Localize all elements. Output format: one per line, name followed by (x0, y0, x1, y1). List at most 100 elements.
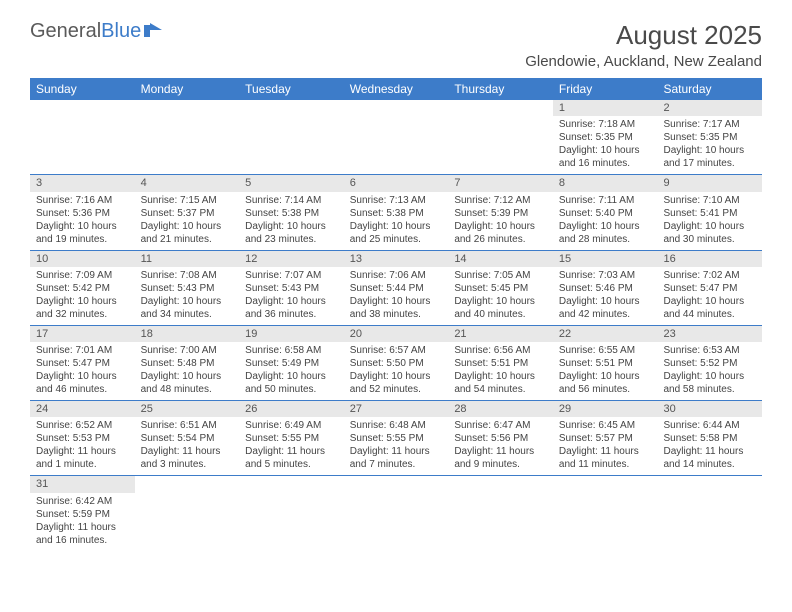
day-details: Sunrise: 7:03 AMSunset: 5:46 PMDaylight:… (553, 267, 658, 325)
day-detail-line: Daylight: 10 hours and 26 minutes. (454, 220, 547, 246)
calendar-cell (448, 476, 553, 550)
calendar-cell: 31Sunrise: 6:42 AMSunset: 5:59 PMDayligh… (30, 476, 135, 550)
day-detail-line: Sunrise: 6:48 AM (350, 419, 443, 432)
day-detail-line: Sunset: 5:35 PM (559, 131, 652, 144)
day-detail-line: Sunrise: 7:09 AM (36, 269, 129, 282)
day-detail-line: Sunset: 5:36 PM (36, 207, 129, 220)
day-details: Sunrise: 7:17 AMSunset: 5:35 PMDaylight:… (657, 116, 762, 174)
day-detail-line: Sunset: 5:38 PM (245, 207, 338, 220)
day-detail-line: Daylight: 10 hours and 50 minutes. (245, 370, 338, 396)
logo-text-general: General (30, 20, 101, 43)
day-detail-line: Sunset: 5:40 PM (559, 207, 652, 220)
day-detail-line: Daylight: 11 hours and 9 minutes. (454, 445, 547, 471)
day-details: Sunrise: 6:57 AMSunset: 5:50 PMDaylight:… (344, 342, 449, 400)
day-number: 17 (30, 326, 135, 342)
calendar-cell (135, 100, 240, 174)
calendar-cell: 24Sunrise: 6:52 AMSunset: 5:53 PMDayligh… (30, 401, 135, 475)
day-number (448, 476, 553, 492)
day-number (239, 100, 344, 116)
calendar-row: 1Sunrise: 7:18 AMSunset: 5:35 PMDaylight… (30, 100, 762, 175)
day-detail-line: Sunrise: 7:15 AM (141, 194, 234, 207)
day-details: Sunrise: 6:52 AMSunset: 5:53 PMDaylight:… (30, 417, 135, 475)
day-detail-line: Sunrise: 6:55 AM (559, 344, 652, 357)
day-detail-line: Daylight: 11 hours and 7 minutes. (350, 445, 443, 471)
calendar-row: 17Sunrise: 7:01 AMSunset: 5:47 PMDayligh… (30, 326, 762, 401)
calendar-row: 24Sunrise: 6:52 AMSunset: 5:53 PMDayligh… (30, 401, 762, 476)
day-details: Sunrise: 7:02 AMSunset: 5:47 PMDaylight:… (657, 267, 762, 325)
day-detail-line: Sunrise: 7:07 AM (245, 269, 338, 282)
day-details: Sunrise: 7:15 AMSunset: 5:37 PMDaylight:… (135, 192, 240, 250)
calendar-cell: 23Sunrise: 6:53 AMSunset: 5:52 PMDayligh… (657, 326, 762, 400)
calendar-cell (239, 100, 344, 174)
day-detail-line: Daylight: 10 hours and 17 minutes. (663, 144, 756, 170)
calendar-cell (239, 476, 344, 550)
day-detail-line: Sunset: 5:42 PM (36, 282, 129, 295)
day-number: 31 (30, 476, 135, 492)
day-detail-line: Daylight: 11 hours and 3 minutes. (141, 445, 234, 471)
day-number: 6 (344, 175, 449, 191)
day-number: 13 (344, 251, 449, 267)
day-detail-line: Daylight: 11 hours and 16 minutes. (36, 521, 129, 547)
day-details: Sunrise: 7:11 AMSunset: 5:40 PMDaylight:… (553, 192, 658, 250)
day-details: Sunrise: 7:12 AMSunset: 5:39 PMDaylight:… (448, 192, 553, 250)
day-details: Sunrise: 6:45 AMSunset: 5:57 PMDaylight:… (553, 417, 658, 475)
day-details: Sunrise: 7:14 AMSunset: 5:38 PMDaylight:… (239, 192, 344, 250)
day-detail-line: Sunrise: 7:18 AM (559, 118, 652, 131)
day-details (657, 493, 762, 499)
logo-text-blue: Blue (101, 20, 141, 43)
day-detail-line: Sunrise: 7:14 AM (245, 194, 338, 207)
day-details: Sunrise: 6:42 AMSunset: 5:59 PMDaylight:… (30, 493, 135, 551)
day-number: 27 (344, 401, 449, 417)
day-number: 19 (239, 326, 344, 342)
day-number: 4 (135, 175, 240, 191)
day-detail-line: Sunrise: 7:00 AM (141, 344, 234, 357)
day-details: Sunrise: 6:55 AMSunset: 5:51 PMDaylight:… (553, 342, 658, 400)
calendar-cell (135, 476, 240, 550)
day-number: 18 (135, 326, 240, 342)
title-block: August 2025 Glendowie, Auckland, New Zea… (525, 20, 762, 70)
day-number: 24 (30, 401, 135, 417)
day-detail-line: Daylight: 10 hours and 25 minutes. (350, 220, 443, 246)
calendar-cell: 16Sunrise: 7:02 AMSunset: 5:47 PMDayligh… (657, 251, 762, 325)
calendar-cell (344, 476, 449, 550)
day-details: Sunrise: 7:09 AMSunset: 5:42 PMDaylight:… (30, 267, 135, 325)
weekday-header: Saturday (657, 78, 762, 100)
day-number: 15 (553, 251, 658, 267)
day-detail-line: Sunrise: 6:51 AM (141, 419, 234, 432)
day-detail-line: Daylight: 11 hours and 14 minutes. (663, 445, 756, 471)
day-detail-line: Sunrise: 6:49 AM (245, 419, 338, 432)
day-number: 30 (657, 401, 762, 417)
day-number: 28 (448, 401, 553, 417)
calendar-cell: 26Sunrise: 6:49 AMSunset: 5:55 PMDayligh… (239, 401, 344, 475)
calendar-cell: 30Sunrise: 6:44 AMSunset: 5:58 PMDayligh… (657, 401, 762, 475)
day-number: 2 (657, 100, 762, 116)
day-detail-line: Sunrise: 6:52 AM (36, 419, 129, 432)
day-detail-line: Sunset: 5:54 PM (141, 432, 234, 445)
day-details: Sunrise: 7:13 AMSunset: 5:38 PMDaylight:… (344, 192, 449, 250)
calendar-cell: 20Sunrise: 6:57 AMSunset: 5:50 PMDayligh… (344, 326, 449, 400)
day-detail-line: Sunrise: 7:08 AM (141, 269, 234, 282)
day-number: 29 (553, 401, 658, 417)
day-detail-line: Sunset: 5:56 PM (454, 432, 547, 445)
day-details (553, 493, 658, 499)
day-detail-line: Daylight: 10 hours and 23 minutes. (245, 220, 338, 246)
day-detail-line: Daylight: 10 hours and 46 minutes. (36, 370, 129, 396)
calendar-row: 31Sunrise: 6:42 AMSunset: 5:59 PMDayligh… (30, 476, 762, 550)
day-number (135, 100, 240, 116)
day-detail-line: Daylight: 10 hours and 58 minutes. (663, 370, 756, 396)
day-detail-line: Daylight: 10 hours and 21 minutes. (141, 220, 234, 246)
calendar-cell (30, 100, 135, 174)
day-details: Sunrise: 6:56 AMSunset: 5:51 PMDaylight:… (448, 342, 553, 400)
calendar-cell: 28Sunrise: 6:47 AMSunset: 5:56 PMDayligh… (448, 401, 553, 475)
day-detail-line: Sunset: 5:53 PM (36, 432, 129, 445)
day-detail-line: Sunrise: 6:44 AM (663, 419, 756, 432)
calendar-cell: 13Sunrise: 7:06 AMSunset: 5:44 PMDayligh… (344, 251, 449, 325)
day-details: Sunrise: 7:08 AMSunset: 5:43 PMDaylight:… (135, 267, 240, 325)
day-details (239, 116, 344, 122)
location-text: Glendowie, Auckland, New Zealand (525, 53, 762, 70)
day-number (30, 100, 135, 116)
calendar-cell: 19Sunrise: 6:58 AMSunset: 5:49 PMDayligh… (239, 326, 344, 400)
day-detail-line: Sunset: 5:41 PM (663, 207, 756, 220)
day-detail-line: Sunrise: 7:13 AM (350, 194, 443, 207)
month-title: August 2025 (525, 20, 762, 51)
